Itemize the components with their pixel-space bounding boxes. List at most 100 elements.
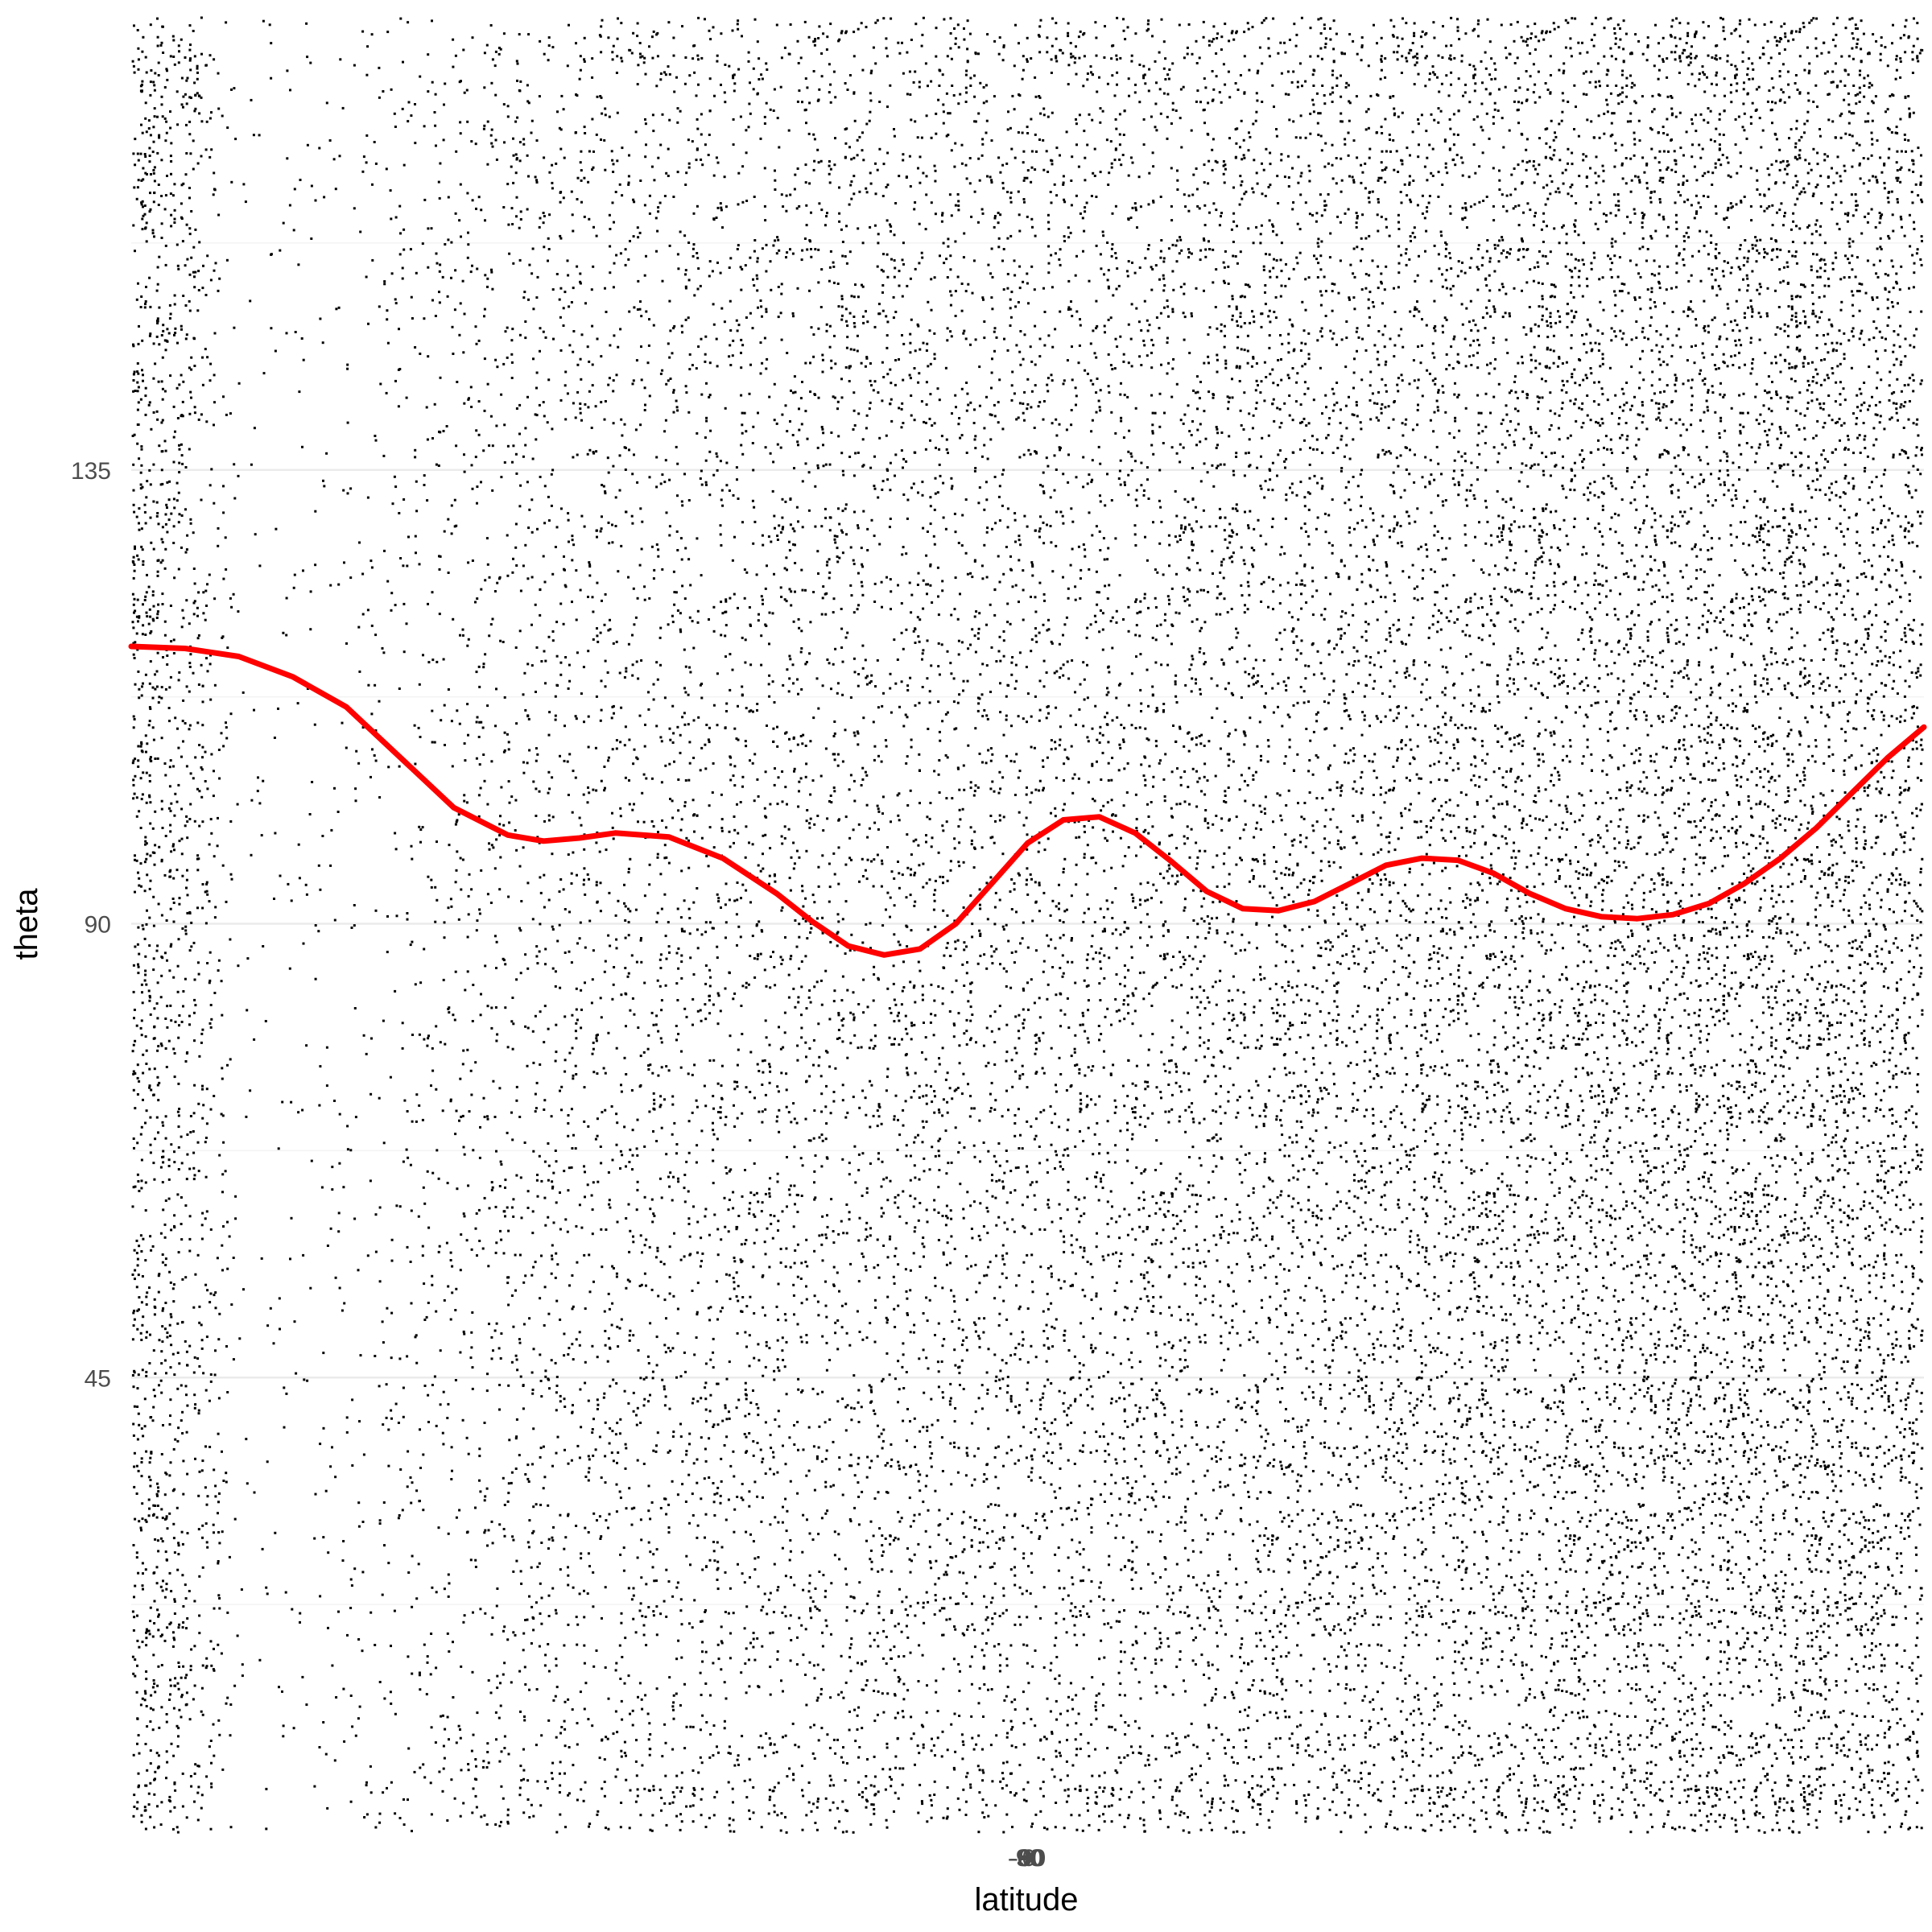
data-point — [689, 584, 691, 586]
data-point — [136, 370, 138, 373]
data-point — [651, 778, 654, 780]
data-point — [666, 511, 668, 514]
data-point — [652, 1450, 654, 1452]
data-point — [548, 1387, 551, 1389]
data-point — [369, 1765, 372, 1768]
data-point — [587, 181, 589, 184]
data-point — [154, 1313, 156, 1315]
data-point — [679, 629, 682, 631]
data-point — [138, 688, 140, 691]
data-point — [704, 353, 707, 356]
data-point — [670, 378, 672, 380]
data-point — [599, 1436, 601, 1439]
data-point — [146, 873, 148, 876]
data-point — [536, 1780, 539, 1782]
data-point — [632, 32, 634, 35]
data-point — [596, 902, 598, 904]
data-point — [387, 1429, 390, 1431]
data-point — [170, 513, 172, 515]
data-point — [451, 1291, 453, 1294]
data-point — [498, 53, 501, 56]
data-point — [584, 60, 586, 63]
data-point — [568, 541, 570, 543]
data-point — [315, 924, 317, 927]
data-point — [508, 1482, 510, 1484]
data-point — [133, 1089, 135, 1092]
data-point — [142, 228, 144, 230]
data-point — [188, 728, 191, 730]
data-point — [192, 1307, 195, 1309]
data-point — [591, 1724, 593, 1727]
data-point — [206, 1088, 208, 1090]
data-point — [713, 1133, 716, 1136]
data-point — [605, 685, 607, 687]
data-point — [176, 1193, 179, 1195]
data-point — [158, 1613, 160, 1616]
data-point — [608, 542, 610, 544]
data-point — [540, 1542, 543, 1544]
data-point — [555, 1391, 558, 1393]
data-point — [551, 505, 553, 507]
data-point — [144, 1692, 147, 1695]
data-point — [201, 746, 204, 749]
data-point — [591, 118, 593, 121]
data-point — [133, 556, 135, 559]
data-point — [157, 266, 159, 269]
data-point — [214, 1484, 217, 1487]
data-point — [530, 1606, 533, 1608]
data-point — [141, 991, 143, 993]
data-point — [644, 1694, 646, 1696]
data-point — [132, 1205, 134, 1208]
data-point — [480, 993, 482, 996]
data-point — [693, 213, 696, 215]
data-point — [653, 324, 655, 327]
data-point — [705, 1409, 708, 1411]
data-point — [521, 1216, 523, 1219]
data-point — [486, 286, 489, 288]
data-point — [676, 530, 679, 533]
data-point — [712, 303, 715, 305]
data-point — [158, 62, 160, 64]
data-point — [242, 691, 245, 694]
data-point — [254, 533, 257, 535]
data-point — [180, 415, 183, 417]
data-point — [161, 1453, 163, 1455]
data-point — [156, 502, 159, 504]
data-point — [189, 518, 192, 521]
data-point — [346, 1431, 349, 1434]
data-point — [559, 1191, 561, 1194]
data-point — [484, 1422, 486, 1424]
data-point — [207, 670, 209, 672]
data-point — [536, 646, 539, 649]
data-point — [603, 1067, 605, 1070]
data-point — [575, 1225, 577, 1228]
data-point — [371, 748, 374, 750]
data-point — [213, 1608, 216, 1610]
data-point — [257, 776, 259, 778]
data-point — [712, 762, 715, 765]
data-point — [464, 1614, 466, 1616]
data-point — [637, 83, 639, 85]
data-point — [164, 1640, 167, 1642]
data-point — [225, 721, 227, 724]
data-point — [595, 1037, 597, 1039]
data-point — [657, 912, 659, 914]
data-point — [692, 1514, 695, 1517]
data-point — [620, 1750, 622, 1752]
data-point — [431, 1726, 433, 1728]
data-point — [638, 1349, 640, 1352]
data-point — [357, 1717, 360, 1719]
data-point — [221, 1173, 224, 1175]
data-point — [342, 1540, 345, 1542]
data-point — [160, 1635, 163, 1637]
data-point — [168, 707, 171, 709]
data-point — [609, 1308, 611, 1311]
data-point — [667, 148, 670, 151]
data-point — [180, 756, 183, 758]
data-point — [221, 732, 223, 734]
data-point — [580, 1788, 582, 1790]
data-point — [169, 1324, 171, 1327]
data-point — [588, 920, 591, 923]
data-point — [671, 1104, 674, 1106]
data-point — [486, 704, 489, 707]
